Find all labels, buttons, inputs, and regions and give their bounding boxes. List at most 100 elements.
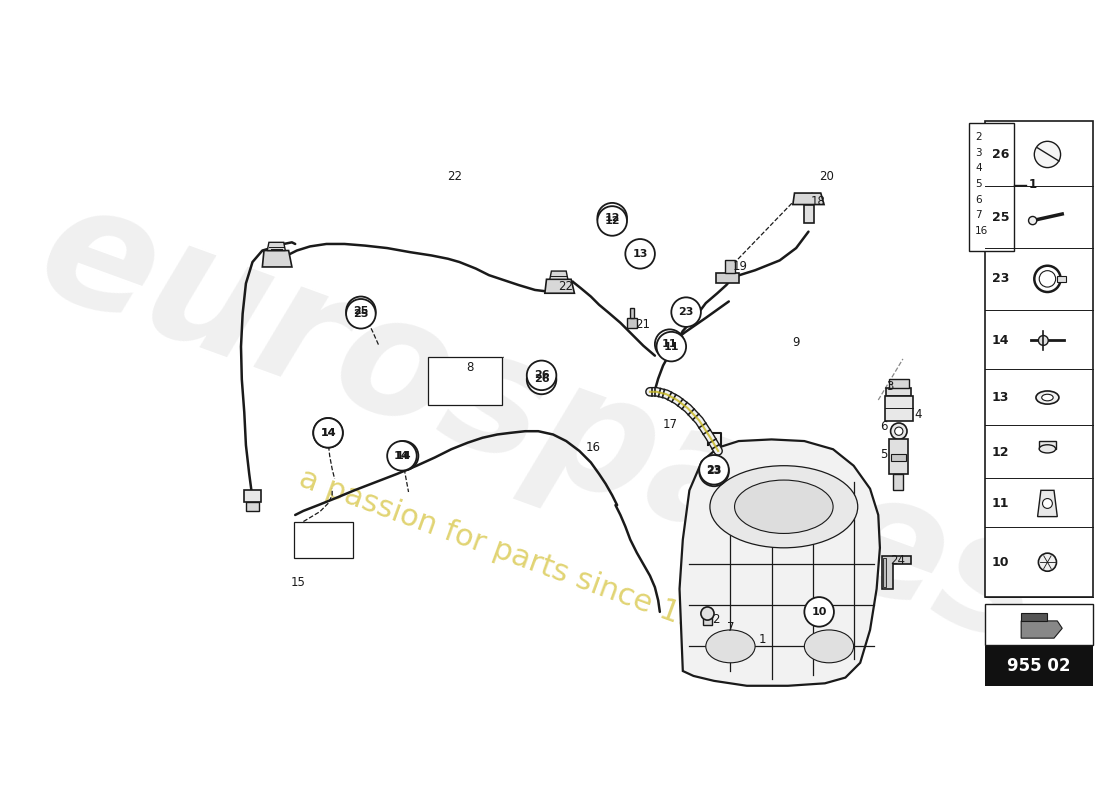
Polygon shape — [680, 439, 880, 686]
Text: 7: 7 — [727, 621, 735, 634]
Circle shape — [314, 418, 343, 448]
Text: 16: 16 — [976, 226, 989, 236]
Polygon shape — [244, 490, 261, 502]
Circle shape — [625, 239, 654, 269]
Text: 10: 10 — [812, 607, 827, 617]
Text: 12: 12 — [604, 213, 620, 222]
Circle shape — [1034, 266, 1060, 292]
Text: 5: 5 — [976, 179, 982, 189]
Text: 26: 26 — [991, 148, 1009, 161]
Polygon shape — [1021, 613, 1047, 621]
Text: 11: 11 — [991, 497, 1009, 510]
Circle shape — [671, 298, 701, 327]
Circle shape — [657, 332, 686, 362]
Text: 22: 22 — [447, 170, 462, 183]
Circle shape — [701, 607, 714, 620]
Polygon shape — [1057, 275, 1066, 282]
Text: 24: 24 — [891, 554, 905, 567]
Text: 25: 25 — [991, 210, 1009, 224]
Text: 14: 14 — [394, 451, 410, 461]
Circle shape — [314, 418, 343, 448]
Text: 14: 14 — [320, 428, 336, 438]
Circle shape — [891, 423, 908, 439]
Text: 13: 13 — [632, 249, 648, 259]
Text: 12: 12 — [991, 446, 1009, 458]
Ellipse shape — [1036, 391, 1059, 404]
Circle shape — [1034, 142, 1060, 167]
Circle shape — [894, 427, 903, 435]
Text: 22: 22 — [558, 280, 573, 293]
Text: 12: 12 — [604, 216, 620, 226]
Ellipse shape — [735, 480, 833, 534]
Text: 2: 2 — [976, 132, 982, 142]
Text: 25: 25 — [353, 306, 369, 316]
Circle shape — [1040, 270, 1056, 287]
Text: 19: 19 — [733, 261, 748, 274]
Text: 4: 4 — [976, 163, 982, 174]
Circle shape — [346, 299, 376, 329]
Polygon shape — [267, 242, 285, 250]
Circle shape — [700, 455, 729, 485]
Text: 23: 23 — [706, 466, 722, 477]
Ellipse shape — [1040, 445, 1056, 453]
Bar — [428, 358, 502, 405]
Text: 25: 25 — [353, 309, 369, 318]
Polygon shape — [1040, 441, 1056, 449]
Polygon shape — [262, 250, 292, 267]
Text: 14: 14 — [320, 428, 336, 438]
Text: 6: 6 — [880, 420, 888, 433]
Bar — [984, 121, 1093, 597]
Polygon shape — [1021, 621, 1063, 638]
Polygon shape — [1037, 490, 1057, 517]
Polygon shape — [884, 396, 913, 421]
Polygon shape — [889, 379, 909, 388]
Polygon shape — [883, 558, 887, 587]
Text: 23: 23 — [706, 465, 722, 475]
Text: 3: 3 — [887, 379, 894, 393]
Ellipse shape — [710, 466, 858, 548]
Text: 3: 3 — [976, 148, 982, 158]
Circle shape — [527, 361, 557, 390]
Ellipse shape — [706, 630, 755, 662]
Text: 26: 26 — [534, 374, 549, 385]
Polygon shape — [891, 454, 906, 461]
FancyBboxPatch shape — [969, 123, 1014, 250]
Circle shape — [654, 330, 684, 359]
Text: 15: 15 — [292, 576, 306, 589]
Circle shape — [1028, 217, 1037, 225]
Text: 9: 9 — [792, 336, 800, 349]
Text: 14: 14 — [396, 451, 411, 461]
Text: 6: 6 — [976, 194, 982, 205]
Circle shape — [527, 365, 557, 394]
Text: 21: 21 — [635, 318, 650, 331]
Polygon shape — [627, 318, 637, 328]
Ellipse shape — [627, 242, 653, 259]
Circle shape — [1043, 498, 1053, 509]
Text: 2: 2 — [713, 613, 719, 626]
Ellipse shape — [632, 246, 648, 255]
Polygon shape — [246, 502, 260, 511]
Polygon shape — [544, 279, 574, 294]
Polygon shape — [804, 205, 814, 223]
Text: a passion for parts since 1985: a passion for parts since 1985 — [295, 463, 738, 649]
Bar — [984, 604, 1093, 645]
Ellipse shape — [1038, 553, 1056, 571]
Text: 5: 5 — [880, 448, 888, 461]
Text: 955 02: 955 02 — [1008, 657, 1071, 675]
Bar — [294, 522, 353, 558]
Ellipse shape — [804, 630, 854, 662]
Circle shape — [700, 457, 729, 486]
Circle shape — [597, 203, 627, 233]
Polygon shape — [725, 260, 735, 273]
Text: 13: 13 — [991, 391, 1009, 404]
Circle shape — [346, 297, 376, 326]
Circle shape — [1038, 335, 1048, 346]
Circle shape — [597, 206, 627, 236]
Text: 23: 23 — [679, 307, 694, 317]
Circle shape — [804, 597, 834, 626]
Text: 16: 16 — [586, 441, 601, 454]
Polygon shape — [793, 193, 824, 205]
Text: 26: 26 — [534, 370, 549, 380]
Text: 11: 11 — [662, 339, 678, 349]
Polygon shape — [716, 273, 739, 283]
